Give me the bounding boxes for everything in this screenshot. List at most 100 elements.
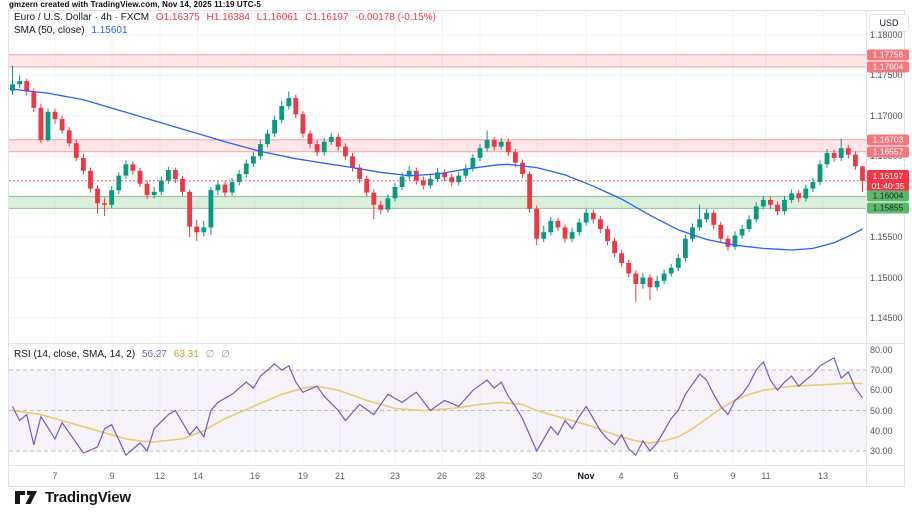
candle-body — [831, 153, 837, 158]
candle-body — [583, 212, 589, 223]
candle-body — [187, 191, 192, 227]
zone-price-badge: 1.16557 — [867, 146, 909, 158]
candle-body — [265, 133, 270, 145]
candle-body — [576, 222, 582, 233]
time-axis-label: 14 — [192, 471, 204, 481]
attribution-text: gmzern created with TradingView.com, Nov… — [9, 0, 261, 9]
candle-body — [350, 156, 355, 168]
symbol-title[interactable]: Euro / U.S. Dollar · 4h · FXCM — [14, 12, 150, 23]
candle-body — [654, 280, 660, 288]
candle-body — [109, 190, 115, 205]
candle-body — [704, 212, 709, 220]
candle-body — [215, 184, 221, 191]
candle-body — [300, 114, 306, 134]
candle-body — [838, 148, 844, 158]
ohlc-high: H1.16384 — [206, 12, 250, 23]
candle-body — [428, 178, 433, 186]
candle-body — [470, 157, 476, 169]
rsi-axis-label: 70.00 — [870, 365, 893, 375]
currency-toggle-button[interactable]: USD — [869, 14, 909, 32]
candle-body — [463, 168, 469, 176]
candle-body — [144, 183, 150, 195]
sma-line — [12, 88, 863, 251]
candle-body — [534, 208, 540, 239]
time-axis-label: 21 — [334, 471, 346, 481]
candle-body — [775, 204, 780, 212]
time-axis-label: 13 — [817, 471, 829, 481]
candle-body — [824, 153, 830, 165]
candle-body — [817, 164, 823, 183]
rsi-axis-label: 40.00 — [870, 425, 893, 436]
candle-body — [222, 184, 228, 193]
candle-body — [633, 273, 639, 284]
rsi-legend-row: RSI (14, close, SMA, 14, 2) 56.27 63.31 … — [14, 349, 234, 360]
price-axis-label: 1.18000 — [870, 30, 903, 40]
candle-body — [675, 258, 681, 268]
sma-label[interactable]: SMA (50, close) — [14, 25, 85, 36]
candle-body — [229, 182, 235, 193]
candle-body — [95, 188, 100, 204]
candle-body — [66, 130, 72, 144]
time-axis[interactable]: 7 9 12 14 16 19 21 23 26 28 30 Nov 4 6 9 11 13 — [8, 465, 904, 487]
resistance-zone — [9, 139, 866, 152]
candle-body — [392, 187, 398, 199]
rsi-label[interactable]: RSI (14, close, SMA, 14, 2) — [14, 349, 136, 360]
candle-body — [845, 148, 851, 155]
candle-body — [569, 232, 575, 239]
widget-border — [8, 10, 905, 487]
candle-body — [45, 111, 51, 141]
candle-body — [307, 133, 313, 145]
candle-body — [477, 148, 483, 158]
candle-body — [491, 140, 497, 147]
candle-body — [102, 203, 107, 205]
price-axis[interactable]: USD 1.180001.175001.170001.165001.160001… — [866, 10, 912, 465]
time-axis-label: 4 — [618, 471, 624, 481]
candle-body — [548, 220, 554, 233]
candle-body — [328, 136, 334, 142]
time-axis-label: 16 — [249, 471, 261, 481]
candle-body — [243, 163, 249, 174]
candle-body — [151, 191, 157, 195]
time-axis-label: 19 — [297, 471, 309, 481]
candle-body — [782, 199, 787, 212]
candle-body — [59, 119, 65, 131]
candle-body — [201, 227, 207, 233]
candle-body — [10, 84, 15, 91]
candle-body — [562, 227, 568, 239]
time-axis-label: 12 — [154, 471, 166, 481]
candle-body — [789, 193, 794, 200]
candle-body — [258, 144, 263, 157]
candle-body — [236, 174, 242, 183]
candle-body — [442, 172, 447, 178]
candle-body — [605, 229, 610, 242]
ohlc-low: L1.16061 — [256, 12, 299, 23]
main-legend-row: Euro / U.S. Dollar · 4h · FXCM O1.16375 … — [14, 12, 440, 23]
candle-body — [38, 107, 44, 141]
candle-body — [853, 154, 858, 167]
ohlc-open: O1.16375 — [155, 12, 200, 23]
change-value: -0.00178 (-0.15%) — [355, 12, 436, 23]
candle-body — [612, 241, 617, 254]
time-axis-label: Nov — [577, 471, 595, 481]
candle-body — [760, 199, 766, 207]
candle-body — [505, 141, 511, 153]
zone-price-badge: 1.16703 — [867, 134, 909, 146]
candle-body — [24, 81, 30, 92]
candle-body — [180, 178, 185, 192]
tradingview-logo[interactable]: TradingView — [14, 489, 131, 506]
tradingview-logo-icon — [15, 491, 37, 504]
candle-body — [286, 98, 292, 107]
candle-body — [541, 232, 547, 239]
candle-body — [251, 156, 256, 164]
rsi-hidden-band-1: ∅ — [205, 349, 215, 360]
candle-body — [81, 157, 86, 171]
candle-body — [590, 212, 596, 220]
candle-body — [860, 166, 865, 181]
zone-price-badge: 1.17756 — [867, 49, 909, 61]
support-zone — [9, 196, 866, 209]
rsi-ma-value: 63.31 — [173, 349, 199, 360]
rsi-ma-line — [12, 382, 863, 444]
candle-body — [194, 226, 200, 233]
candle-body — [123, 164, 129, 176]
